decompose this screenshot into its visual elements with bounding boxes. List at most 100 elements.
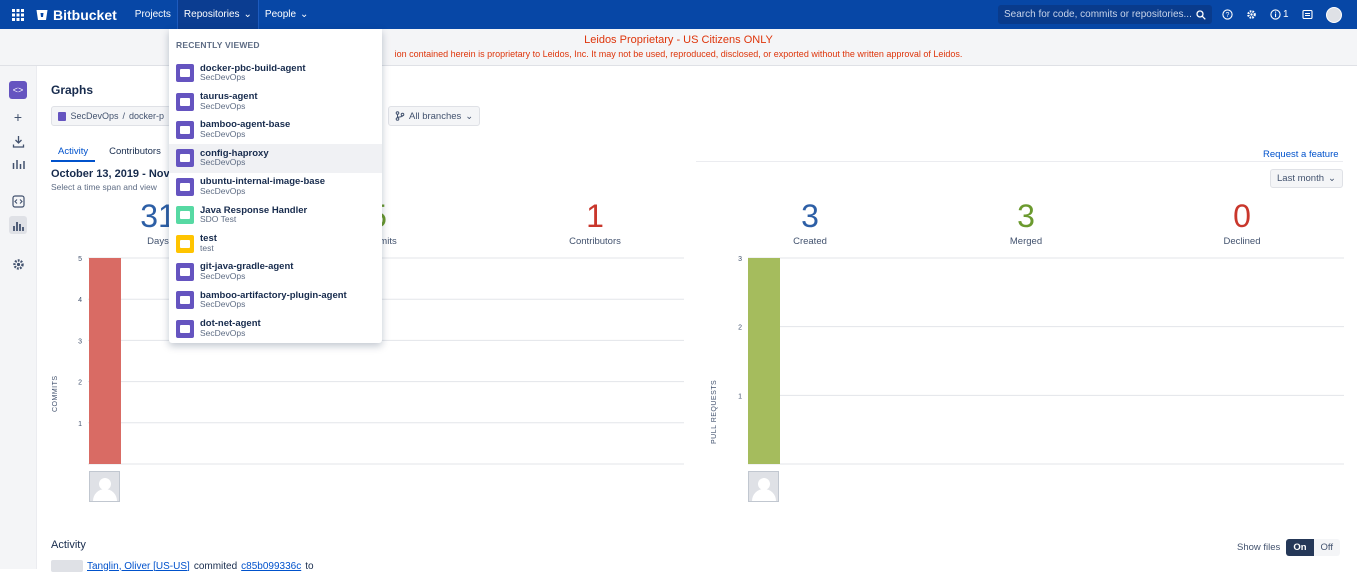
settings-gear-icon[interactable] — [9, 255, 27, 273]
recent-repo-item[interactable]: bamboo-artifactory-plugin-agent SecDevOps — [169, 286, 382, 314]
recent-repo-item[interactable]: ubuntu-internal-image-base SecDevOps — [169, 173, 382, 201]
stat-merged-label: Merged — [1009, 236, 1043, 247]
breadcrumb[interactable]: SecDevOps / docker-p — [51, 106, 171, 126]
request-feature-link[interactable]: Request a feature — [1263, 149, 1339, 160]
repo-name: dot-net-agent — [200, 318, 261, 330]
banner-title: Leidos Proprietary - US Citizens ONLY — [584, 34, 773, 46]
contributor-avatar[interactable] — [89, 471, 120, 502]
repository-icon — [176, 149, 194, 168]
repo-text: Java Response Handler SDO Test — [200, 206, 307, 225]
nav-projects[interactable]: Projects — [129, 0, 177, 29]
author-link[interactable]: Tanglin, Oliver [US-US] — [87, 560, 190, 572]
search-icon — [1196, 9, 1206, 20]
svg-text:?: ? — [1226, 12, 1230, 19]
nav-people[interactable]: People ⌄ — [259, 0, 315, 29]
recent-repo-item[interactable]: Java Response Handler SDO Test — [169, 201, 382, 229]
recent-repo-item[interactable]: test test — [169, 229, 382, 257]
repo-text: docker-pbc-build-agent SecDevOps — [200, 64, 306, 83]
gear-icon[interactable] — [1246, 9, 1257, 20]
stat-declined-label: Declined — [1223, 236, 1261, 247]
repo-name: ubuntu-internal-image-base — [200, 176, 326, 188]
recent-repositories-list: docker-pbc-build-agent SecDevOps taurus-ag… — [169, 59, 382, 343]
graph-tabs: Activity Contributors — [51, 146, 161, 162]
notifications[interactable]: 1 — [1270, 9, 1289, 20]
toggle-on[interactable]: On — [1286, 539, 1314, 556]
recent-repo-item[interactable]: docker-pbc-build-agent SecDevOps — [169, 59, 382, 87]
graphs-icon[interactable] — [9, 216, 27, 234]
breadcrumb-separator: / — [122, 111, 125, 121]
bitbucket-logo[interactable]: Bitbucket — [36, 7, 117, 23]
repo-project: SecDevOps — [200, 128, 246, 139]
y-tick-label: 1 — [78, 421, 82, 428]
stat-created: 3 Created — [750, 200, 870, 247]
help-icon[interactable]: ? — [1222, 9, 1233, 20]
chart-bar[interactable] — [89, 258, 121, 464]
chart-bar[interactable] — [748, 258, 780, 464]
y-tick-label: 2 — [78, 380, 82, 387]
tabs-divider — [696, 161, 1343, 162]
y-tick-label: 4 — [78, 297, 82, 304]
commit-hash-link[interactable]: c85b099336c — [241, 560, 302, 572]
repository-icon — [176, 319, 194, 338]
recent-repo-item[interactable]: git-java-gradle-agent SecDevOps — [169, 258, 382, 286]
repository-avatar-icon[interactable]: <> — [9, 81, 27, 99]
banner-text: ion contained herein is proprietary to L… — [394, 49, 963, 59]
branch-filter[interactable]: All branches ⌄ — [388, 106, 481, 126]
recent-repo-item[interactable]: bamboo-agent-base SecDevOps — [169, 116, 382, 144]
clone-icon[interactable] — [9, 132, 27, 150]
breadcrumb-repo[interactable]: docker-p — [128, 111, 164, 121]
activity-verb: commited — [193, 560, 238, 572]
show-files-label: Show files — [1237, 542, 1281, 553]
date-range: October 13, 2019 - Nov — [51, 168, 169, 180]
repo-text: taurus-agent SecDevOps — [200, 92, 258, 111]
repo-text: dot-net-agent SecDevOps — [200, 319, 261, 338]
repository-icon — [176, 92, 194, 111]
repo-name: Java Response Handler — [200, 204, 308, 216]
branch-icon — [395, 111, 405, 121]
y-tick-label: 5 — [78, 256, 82, 263]
stat-contributors: 1 Contributors — [535, 200, 655, 247]
chevron-down-icon: ⌄ — [465, 110, 474, 122]
stat-declined: 0 Declined — [1182, 200, 1302, 247]
page-title: Graphs — [51, 83, 94, 97]
app-switcher-icon[interactable] — [0, 0, 36, 29]
recent-repo-item[interactable]: taurus-agent SecDevOps — [169, 87, 382, 115]
timespan-select[interactable]: Last month ⌄ — [1270, 169, 1343, 188]
insights-icon[interactable] — [9, 154, 27, 172]
user-avatar[interactable] — [1325, 6, 1342, 23]
repositories-dropdown: RECENTLY VIEWED docker-pbc-build-agent Se… — [169, 29, 382, 343]
recent-repo-item[interactable]: dot-net-agent SecDevOps — [169, 315, 382, 343]
breadcrumb-project[interactable]: SecDevOps — [70, 111, 119, 121]
recently-viewed-header: RECENTLY VIEWED — [176, 40, 260, 50]
stat-created-label: Created — [793, 236, 827, 247]
brand-name: Bitbucket — [53, 6, 117, 23]
tab-activity[interactable]: Activity — [51, 146, 96, 162]
repo-text: bamboo-agent-base SecDevOps — [200, 120, 290, 139]
nav-repositories[interactable]: Repositories ⌄ — [176, 0, 259, 29]
stat-days-label: Days — [147, 236, 169, 247]
repository-icon — [176, 206, 194, 225]
y-tick-label: 3 — [738, 256, 742, 263]
chevron-down-icon: ⌄ — [243, 9, 252, 20]
pr-author-avatar[interactable] — [748, 471, 779, 502]
repo-project: SecDevOps — [200, 299, 246, 310]
show-files-control: Show files On Off — [1237, 539, 1341, 556]
pull-requests-chart: 1 2 3 — [730, 252, 1346, 468]
top-navigation-bar: Bitbucket Projects Repositories ⌄ People ⌄… — [0, 0, 1357, 29]
repo-project: SecDevOps — [200, 100, 246, 111]
search-input[interactable]: Search for code, commits or repositories… — [998, 5, 1212, 24]
inbox-icon[interactable] — [1302, 9, 1313, 20]
recent-repo-item[interactable]: config-haproxy SecDevOps — [169, 144, 382, 173]
plus-icon[interactable]: + — [13, 109, 23, 125]
pull-requests-chart-svg: 1 2 3 — [738, 256, 1344, 465]
repo-text: git-java-gradle-agent SecDevOps — [200, 262, 293, 281]
tab-contributors[interactable]: Contributors — [109, 146, 161, 157]
toggle-off[interactable]: Off — [1313, 539, 1341, 556]
repository-icon — [176, 291, 194, 310]
repo-text: test test — [200, 234, 217, 253]
commits-chart: 1 2 3 4 5 — [70, 252, 686, 468]
source-icon[interactable] — [9, 192, 27, 210]
show-files-toggle[interactable]: On Off — [1286, 539, 1341, 556]
repo-project: test — [200, 242, 214, 253]
stat-created-value: 3 — [801, 198, 819, 234]
